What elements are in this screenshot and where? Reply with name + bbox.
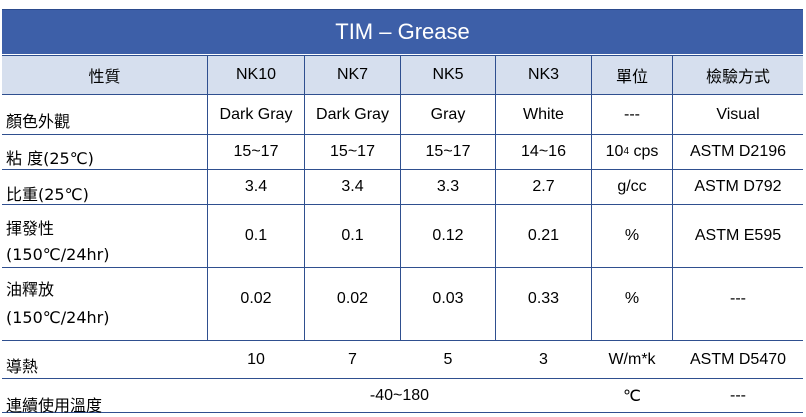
cell-density-nk5: 3.3 [436, 178, 460, 195]
header-property: 性質 [2, 56, 207, 94]
cell-viscosity-nk7: 15~17 [330, 143, 375, 160]
cell-color-nk5: Gray [430, 105, 466, 123]
cell-viscosity-nk5: 15~17 [425, 143, 471, 160]
cell-oil-bleed-method: --- [730, 290, 746, 307]
rule-top [2, 55, 803, 56]
cell-volatility-nk7: 0.1 [341, 227, 364, 244]
cell-conductivity-method: ASTM D5470 [689, 350, 787, 368]
cell-color-nk3: White [523, 105, 564, 123]
row-label-oil-bleed-condition: (150℃/24hr) [6, 308, 110, 327]
cell-viscosity-unit: 10 4 cps [605, 143, 659, 160]
cell-density-nk3: 2.7 [532, 178, 555, 195]
rule-row5 [2, 340, 803, 341]
header-nk10: NK10 [208, 56, 304, 94]
cell-volatility-method: ASTM E595 [694, 227, 782, 244]
row-label-oil-bleed: 油釋放 [6, 280, 55, 299]
cell-temperature-range: -40~180 [369, 386, 430, 404]
row-label-volatility: 揮發性 [6, 219, 55, 238]
rule-header [2, 94, 803, 95]
cell-conductivity-nk3: 3 [539, 350, 548, 368]
cell-viscosity-method: ASTM D2196 [689, 143, 787, 160]
cell-conductivity-nk10: 10 [247, 350, 265, 368]
cell-conductivity-unit: W/m*k [608, 350, 656, 368]
header-nk3: NK3 [496, 56, 591, 94]
cell-temperature-method: --- [730, 386, 746, 404]
header-unit: 單位 [592, 56, 672, 94]
row-label-density: 比重(25℃) [6, 185, 89, 204]
rule-row1 [2, 134, 803, 135]
rule-row4 [2, 267, 803, 268]
cell-density-nk10: 3.4 [244, 178, 268, 195]
cell-temperature-unit: ℃ [623, 387, 641, 405]
cell-conductivity-nk7: 7 [348, 350, 357, 368]
cell-color-unit: --- [624, 105, 640, 123]
cell-volatility-unit: % [624, 227, 640, 244]
rule-row3 [2, 204, 803, 205]
cell-color-method: Visual [716, 105, 760, 123]
rule-row2 [2, 169, 803, 170]
cell-oil-bleed-nk10: 0.02 [240, 290, 272, 307]
cell-density-unit: g/cc [617, 178, 647, 195]
cell-oil-bleed-nk3: 0.33 [527, 290, 560, 307]
header-method: 檢驗方式 [673, 56, 803, 94]
cell-conductivity-nk5: 5 [443, 350, 453, 368]
row-label-thermal-conductivity: 導熱 [6, 357, 39, 376]
cell-oil-bleed-nk5: 0.03 [432, 290, 464, 307]
rule-bottom [2, 412, 803, 413]
rule-row6 [2, 378, 803, 379]
cell-volatility-nk5: 0.12 [432, 227, 464, 244]
cell-oil-bleed-unit: % [624, 290, 640, 307]
row-label-operating-temperature: 連續使用溫度 [6, 396, 103, 415]
cell-viscosity-nk3: 14~16 [521, 143, 566, 160]
header-nk7: NK7 [305, 56, 400, 94]
row-label-color: 顏色外觀 [6, 112, 71, 131]
cell-color-nk10: Dark Gray [219, 105, 293, 123]
cell-density-method: ASTM D792 [694, 178, 782, 195]
table-title: TIM – Grease [2, 9, 803, 54]
cell-oil-bleed-nk7: 0.02 [336, 290, 369, 307]
cell-density-nk7: 3.4 [341, 178, 364, 195]
cell-color-nk7: Dark Gray [316, 105, 389, 123]
cell-volatility-nk3: 0.21 [527, 227, 560, 244]
row-label-volatility-condition: (150℃/24hr) [6, 245, 110, 264]
cell-viscosity-nk10: 15~17 [233, 143, 279, 160]
header-nk5: NK5 [401, 56, 495, 94]
cell-volatility-nk10: 0.1 [244, 227, 268, 244]
row-label-viscosity: 粘 度(25℃) [6, 149, 94, 168]
